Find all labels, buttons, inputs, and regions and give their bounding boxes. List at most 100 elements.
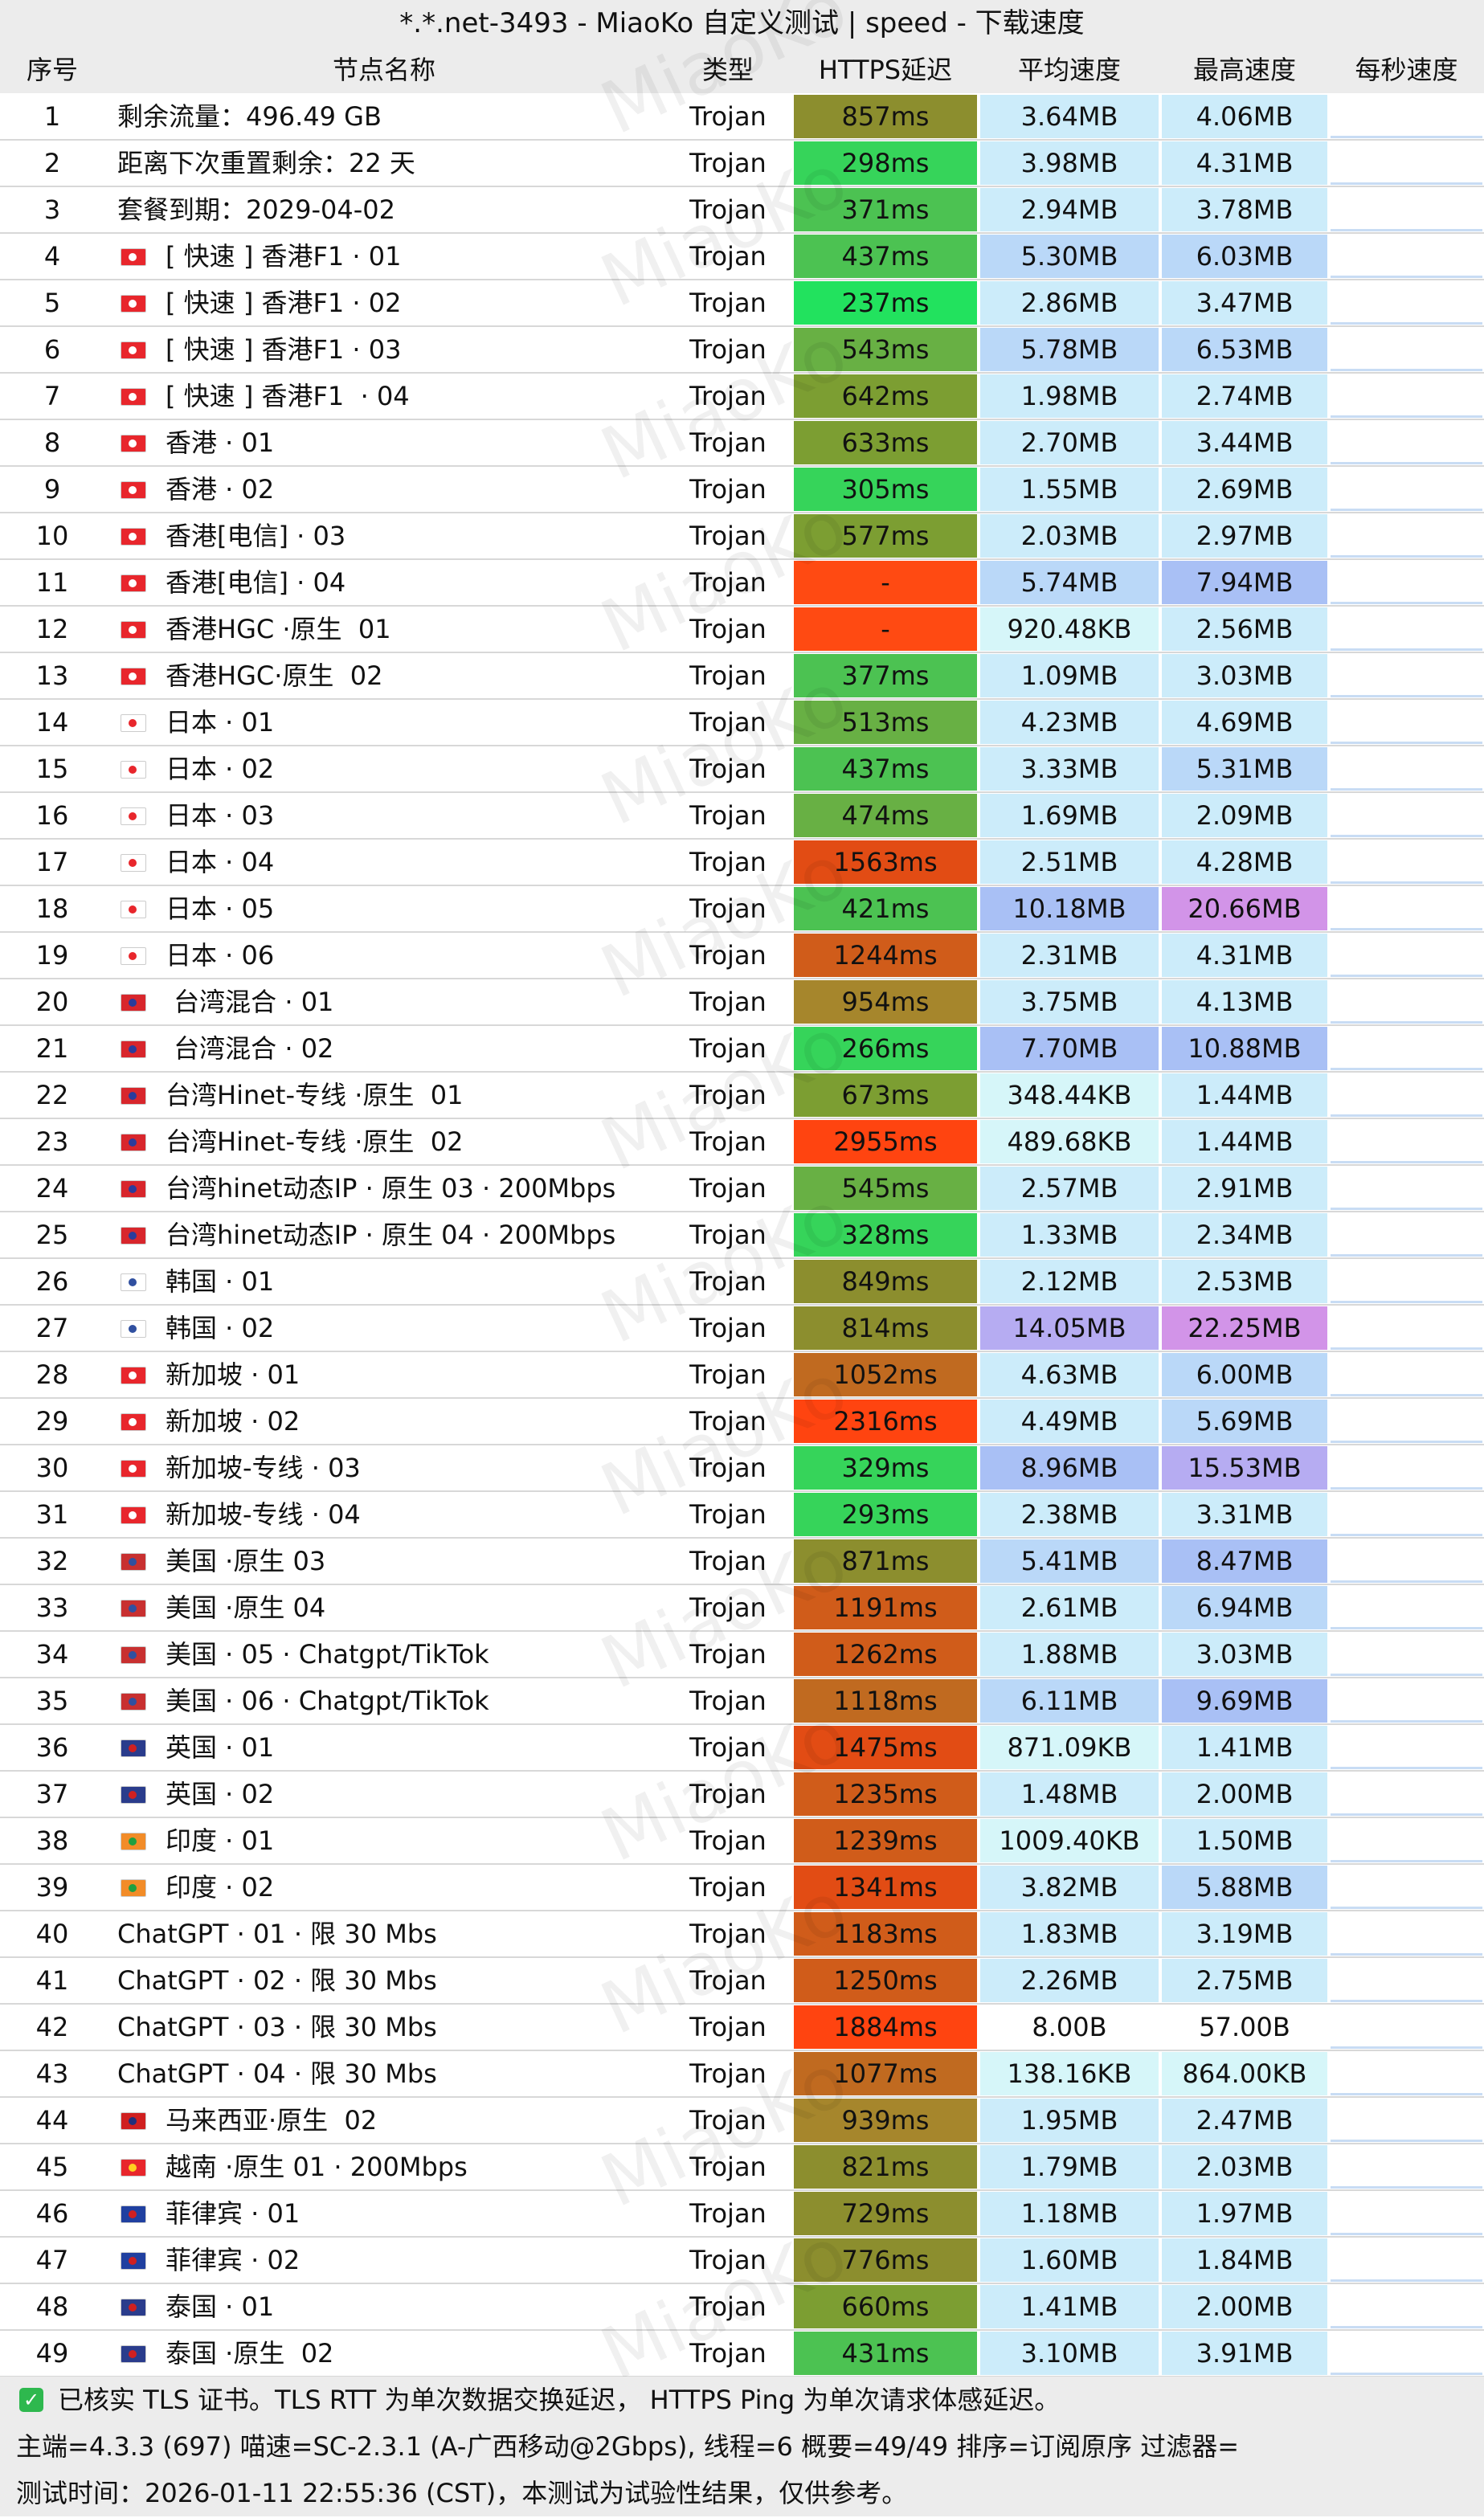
row-index: 49 [35, 2338, 69, 2369]
max-speed: 2.97MB [1162, 514, 1327, 558]
node-name: 英国 · 01 [166, 1732, 275, 1763]
flag-mark [129, 1604, 137, 1613]
flag-mark [129, 952, 137, 960]
per-second-speed [1331, 1819, 1482, 1862]
row-index: 1 [43, 101, 61, 132]
node-type: Trojan [689, 1359, 767, 1390]
column-header: 节点名称 [104, 47, 664, 93]
node-name: 距离下次重置剩余：22 天 [117, 148, 415, 178]
node-name: [ 快速 ] 香港F1 · 01 [166, 241, 402, 272]
flag-icon [121, 2252, 146, 2270]
node-type: Trojan [689, 427, 767, 458]
flag-mark [129, 1138, 137, 1147]
flag-icon [121, 621, 146, 639]
avg-speed: 1.18MB [980, 2192, 1159, 2235]
max-speed: 2.09MB [1162, 794, 1327, 837]
node-name: 香港[电信] · 03 [166, 521, 346, 551]
per-second-speed [1331, 2145, 1482, 2189]
per-second-speed [1331, 1027, 1482, 1070]
per-second-speed [1331, 1353, 1482, 1396]
avg-speed: 2.61MB [980, 1586, 1159, 1629]
row-separator [0, 605, 1484, 607]
max-speed: 2.56MB [1162, 607, 1327, 651]
node-name: 台湾hinet动态IP · 原生 03 · 200Mbps [166, 1173, 616, 1204]
latency: 954ms [794, 980, 977, 1024]
per-second-speed [1331, 840, 1482, 884]
flag-mark [129, 1698, 137, 1706]
avg-speed: 4.63MB [980, 1353, 1159, 1396]
flag-icon [121, 761, 146, 779]
max-speed: 2.00MB [1162, 1772, 1327, 1816]
avg-speed: 3.82MB [980, 1866, 1159, 1909]
max-speed: 3.03MB [1162, 654, 1327, 697]
footer-line: 测试时间：2026-01-11 22:55:36 (CST)，本测试为试验性结果… [0, 2470, 1484, 2516]
max-speed: 6.00MB [1162, 1353, 1327, 1396]
row-index: 46 [35, 2198, 69, 2229]
row-index: 6 [43, 334, 61, 365]
latency: 1262ms [794, 1633, 977, 1676]
latency: 849ms [794, 1260, 977, 1303]
node-name: [ 快速 ] 香港F1 · 02 [166, 288, 402, 318]
flag-mark [129, 1092, 137, 1100]
per-second-speed [1331, 1260, 1482, 1303]
avg-speed: 1.09MB [980, 654, 1159, 697]
flag-mark [129, 2303, 137, 2312]
latency: 371ms [794, 188, 977, 231]
latency: 577ms [794, 514, 977, 558]
per-second-speed [1331, 1120, 1482, 1163]
node-name: 台湾混合 · 01 [166, 987, 334, 1017]
avg-speed: 1.69MB [980, 794, 1159, 837]
flag-mark [129, 1651, 137, 1659]
node-name: 韩国 · 01 [166, 1266, 275, 1297]
node-name: 香港HGC·原生 02 [166, 660, 383, 691]
row-index: 39 [35, 1872, 69, 1903]
row-index: 21 [35, 1033, 69, 1064]
latency: 474ms [794, 794, 977, 837]
avg-speed: 2.31MB [980, 934, 1159, 977]
per-second-speed [1331, 2005, 1482, 2049]
flag-mark [129, 672, 137, 681]
node-type: Trojan [689, 1313, 767, 1343]
latency: 431ms [794, 2332, 977, 2375]
latency: - [794, 607, 977, 651]
per-second-speed [1331, 980, 1482, 1024]
latency: 329ms [794, 1446, 977, 1490]
latency: 237ms [794, 281, 977, 325]
column-header: 平均速度 [979, 47, 1160, 93]
node-name: 美国 ·原生 03 [166, 1546, 326, 1576]
avg-speed: 2.70MB [980, 421, 1159, 464]
node-type: Trojan [689, 521, 767, 551]
node-name: 马来西亚·原生 02 [166, 2105, 378, 2136]
per-second-speed [1331, 1446, 1482, 1490]
node-type: Trojan [689, 987, 767, 1017]
report-title: *.*.net-3493 - MiaoKo 自定义测试 | speed - 下载… [0, 0, 1484, 47]
flag-mark [129, 300, 137, 308]
row-index: 43 [35, 2058, 69, 2089]
flag-mark [129, 766, 137, 774]
flag-icon [121, 1786, 146, 1804]
node-type: Trojan [689, 614, 767, 644]
node-name: 泰国 ·原生 02 [166, 2338, 334, 2369]
flag-mark [129, 1744, 137, 1752]
row-separator [0, 1118, 1484, 1119]
row-index: 23 [35, 1126, 69, 1157]
max-speed: 4.31MB [1162, 934, 1327, 977]
max-speed: 1.50MB [1162, 1819, 1327, 1862]
flag-icon [121, 1040, 146, 1058]
node-type: Trojan [689, 1406, 767, 1437]
row-separator [0, 1770, 1484, 1772]
row-separator [0, 279, 1484, 280]
per-second-speed [1331, 2285, 1482, 2328]
flag-mark [129, 812, 137, 820]
node-type: Trojan [689, 2245, 767, 2275]
avg-speed: 1.79MB [980, 2145, 1159, 2189]
node-type: Trojan [689, 1080, 767, 1110]
node-name: 印度 · 02 [166, 1872, 275, 1903]
node-name: 韩国 · 02 [166, 1313, 275, 1343]
flag-mark [129, 1371, 137, 1380]
flag-icon [121, 1600, 146, 1617]
latency: 298ms [794, 141, 977, 185]
node-name: 新加坡 · 02 [166, 1406, 300, 1437]
flag-icon [121, 1739, 146, 1757]
